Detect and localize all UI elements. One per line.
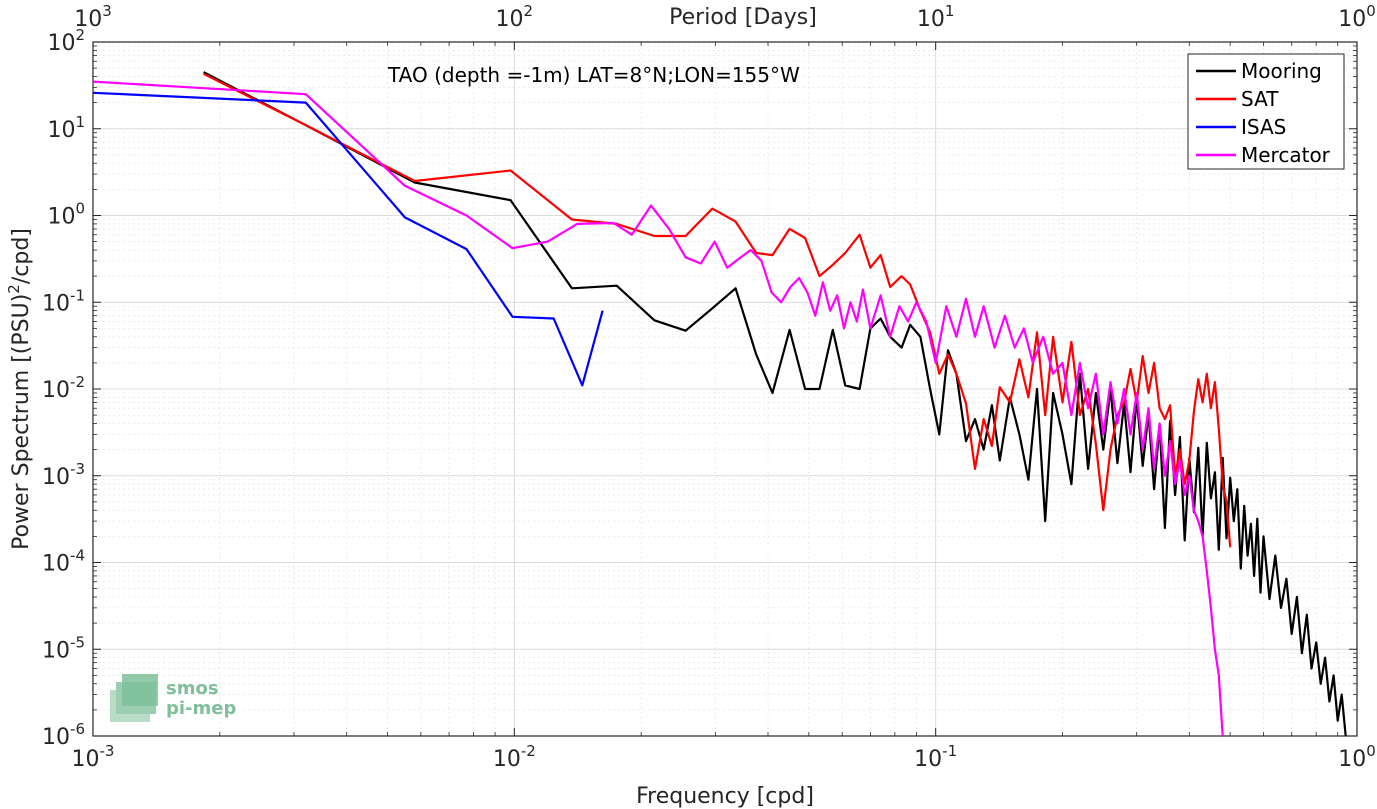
y-tick-label-exp: 1 <box>75 113 85 131</box>
y-tick-label: 10-1 <box>42 286 85 316</box>
x-axis-label: Frequency [cpd] <box>636 784 814 809</box>
y-tick-label-base: 10 <box>42 725 70 750</box>
top-x-tick-label: 102 <box>496 2 534 32</box>
legend: Mooring SAT ISAS Mercator <box>1187 53 1345 170</box>
x-tick-label-base: 10 <box>72 747 100 772</box>
top-x-tick-label-exp: 0 <box>1366 2 1376 20</box>
legend-label-mooring: Mooring <box>1241 59 1322 83</box>
y-tick-label-base: 10 <box>47 31 75 56</box>
top-x-tick-label-base: 10 <box>496 7 524 32</box>
y-tick-label-base: 10 <box>47 118 75 143</box>
y-tick-label-base: 10 <box>42 552 70 577</box>
y-tick-label-base: 10 <box>42 378 70 403</box>
top-x-tick-label: 100 <box>1338 2 1376 32</box>
top-x-tick-label-base: 10 <box>74 7 102 32</box>
y-tick-label-exp: -5 <box>70 633 85 651</box>
top-x-tick-label-base: 10 <box>917 7 945 32</box>
top-x-tick-label-exp: 2 <box>524 2 534 20</box>
y-tick-label-exp: -6 <box>70 720 85 738</box>
y-tick-label: 10-3 <box>42 460 85 490</box>
logo-text-smos: smos <box>166 678 219 699</box>
x-tick-label-base: 10 <box>1338 747 1366 772</box>
x-tick-label: 10-2 <box>493 742 536 772</box>
y-tick-label-base: 10 <box>42 638 70 663</box>
top-x-tick-label: 101 <box>917 2 955 32</box>
legend-box <box>1187 53 1345 170</box>
y-tick-label: 102 <box>47 26 85 56</box>
y-tick-label-exp: 2 <box>75 26 85 44</box>
top-x-tick-label: 103 <box>74 2 112 32</box>
legend-label-isas: ISAS <box>1241 115 1286 139</box>
top-x-axis-label: Period [Days] <box>669 5 817 30</box>
y-axis-label: Power Spectrum [(PSU)2/cpd] <box>5 228 34 550</box>
series-line-mooring <box>203 71 1347 737</box>
top-x-tick-label-exp: 3 <box>102 2 112 20</box>
y-tick-label-exp: 0 <box>75 200 85 218</box>
x-tick-label-exp: -2 <box>521 742 536 760</box>
chart-title: TAO (depth =-1m) LAT=8°N;LON=155°W <box>387 63 800 87</box>
y-tick-label: 10-4 <box>42 547 85 577</box>
smos-pi-mep-logo: smos pi-mep <box>110 674 236 722</box>
y-tick-label: 101 <box>47 113 85 143</box>
y-tick-label-exp: -3 <box>70 460 85 478</box>
y-axis-label-suffix: /cpd] <box>9 228 34 284</box>
x-tick-label-base: 10 <box>493 747 521 772</box>
logo-text-pi-mep: pi-mep <box>166 698 236 719</box>
x-tick-label-base: 10 <box>914 747 942 772</box>
y-tick-label-exp: -1 <box>70 286 85 304</box>
y-tick-label: 10-6 <box>42 720 85 750</box>
y-tick-label-base: 10 <box>42 465 70 490</box>
x-tick-label-exp: -1 <box>942 742 957 760</box>
series-line-mercator <box>92 80 1224 737</box>
y-tick-label: 100 <box>47 200 85 230</box>
x-tick-label: 100 <box>1338 742 1376 772</box>
y-axis-label-sup: 2 <box>5 284 23 294</box>
series-line-sat <box>203 72 1232 548</box>
y-tick-label-exp: -2 <box>70 373 85 391</box>
x-tick-label: 10-1 <box>914 742 957 772</box>
x-tick-label-exp: -3 <box>100 742 115 760</box>
y-tick-label: 10-2 <box>42 373 85 403</box>
y-tick-label-base: 10 <box>47 205 75 230</box>
y-tick-label-base: 10 <box>42 291 70 316</box>
y-tick-label: 10-5 <box>42 633 85 663</box>
x-tick-label: 10-3 <box>72 742 115 772</box>
legend-label-mercator: Mercator <box>1241 143 1331 167</box>
top-x-tick-label-base: 10 <box>1338 7 1366 32</box>
series-group <box>92 71 1347 737</box>
top-x-tick-label-exp: 1 <box>945 2 955 20</box>
series-line-isas <box>92 91 604 387</box>
y-axis-label-main: Power Spectrum [(PSU) <box>9 294 34 550</box>
logo-mark-icon <box>110 674 158 722</box>
y-tick-label-exp: -4 <box>70 547 85 565</box>
x-tick-label-exp: 0 <box>1366 742 1376 760</box>
legend-label-sat: SAT <box>1241 87 1279 111</box>
